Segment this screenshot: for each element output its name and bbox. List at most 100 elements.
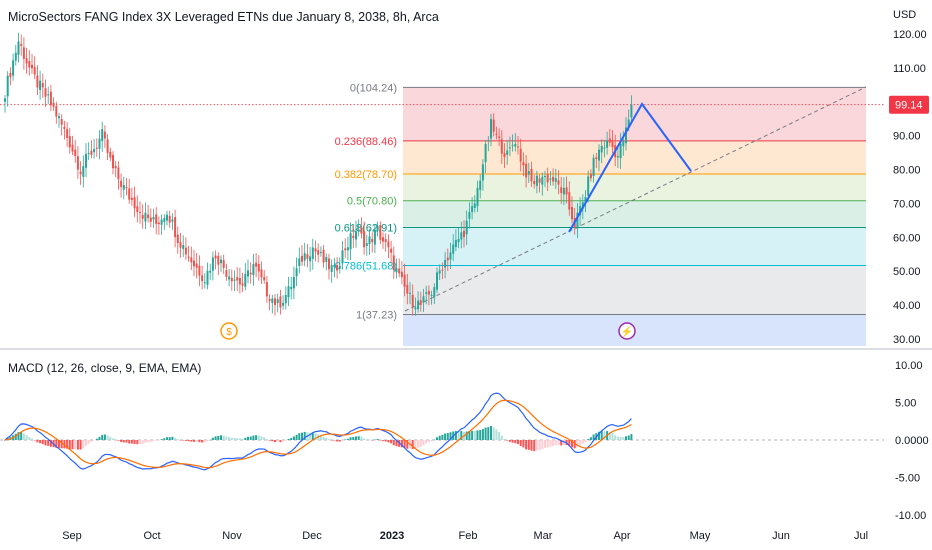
time-axis[interactable]: Sep Oct Nov Dec 2023 Feb Mar Apr May Jun Jul — [62, 530, 868, 542]
candle-body — [565, 187, 568, 195]
macd-axis[interactable]: 10.00 5.00 0.0000 -5.00 -10.00 — [895, 360, 929, 522]
macd-hist-bar — [298, 433, 301, 440]
candle-body — [417, 300, 420, 310]
macd-hist-bar — [144, 440, 147, 443]
macd-hist-bar — [538, 440, 541, 451]
macd-hist-bar — [193, 440, 195, 442]
projection-drawing[interactable] — [568, 102, 692, 233]
macd-hist-bar — [616, 436, 619, 440]
macd-hist-bar — [576, 440, 579, 448]
candle-body — [12, 60, 15, 76]
macd-hist-bar — [471, 430, 474, 440]
macd-hist-bar — [260, 436, 263, 440]
macd-hist-bar — [122, 440, 125, 443]
last-price-value: 99.14 — [895, 100, 923, 112]
macd-hist-bar — [562, 440, 565, 445]
candle-body — [176, 234, 179, 243]
candle-body — [530, 168, 533, 182]
macd-hist-bar — [490, 426, 492, 440]
macd-line — [4, 392, 632, 471]
macd-hist-bar — [392, 440, 395, 446]
macd-hist-bar — [436, 437, 438, 440]
dividend-marker[interactable]: $ — [220, 322, 238, 340]
candle-body — [41, 83, 44, 88]
macd-hist-bar — [82, 440, 85, 449]
candle-body — [36, 75, 39, 88]
macd-hist-bar — [503, 438, 506, 440]
candle-body — [433, 287, 436, 298]
fib-labels: 0(104.24) 0.236(88.46) 0.382(78.70) 0.5(70.… — [335, 82, 397, 321]
candle-body — [322, 249, 325, 263]
macd-hist-bar — [276, 440, 279, 442]
macd-hist-bar — [74, 440, 77, 450]
macd-hist-bar — [598, 431, 600, 440]
macd-hist-bar — [325, 437, 328, 440]
macd-hist-bar — [333, 440, 336, 441]
macd-hist-bar — [465, 431, 468, 440]
candle-body — [452, 244, 455, 254]
candle-body — [271, 298, 274, 303]
macd-hist-bar — [255, 435, 258, 440]
candle-body — [190, 257, 193, 263]
candle-body — [276, 299, 279, 303]
candle-body — [400, 271, 403, 278]
macd-tick-label: -10.00 — [895, 510, 926, 522]
price-axis[interactable]: USD 120.00110.00100.0090.0080.0070.0060.… — [889, 9, 929, 346]
macd-hist-bar — [373, 439, 376, 441]
candle-body — [333, 264, 336, 268]
macd-hist-bar — [411, 440, 414, 450]
candle-body — [568, 192, 571, 210]
macd-hist-bar — [230, 437, 233, 440]
macd-hist-bar — [168, 437, 171, 440]
macd-hist-bar — [554, 440, 557, 446]
macd-hist-bar — [379, 440, 382, 441]
candle-body — [120, 180, 123, 187]
macd-hist-bar — [98, 436, 101, 440]
macd-hist-bar — [495, 429, 498, 440]
candle-body — [338, 266, 341, 269]
macd-hist-bar — [352, 436, 355, 440]
candle-body — [325, 256, 328, 262]
trend-line[interactable] — [404, 86, 867, 312]
macd-hist-bar — [287, 438, 290, 440]
candle-body — [228, 276, 231, 280]
macd-hist-bar — [533, 440, 536, 452]
candle-body — [244, 273, 247, 287]
macd-hist-bar — [419, 440, 422, 447]
candle-body — [363, 230, 366, 248]
candle-body — [508, 147, 511, 149]
macd-hist-bar — [425, 440, 428, 444]
candle-body — [279, 296, 282, 308]
macd-hist-bar — [544, 440, 546, 449]
candle-body — [184, 247, 187, 255]
macd-hist-bar — [271, 440, 274, 442]
fib-level-label: 0.236(88.46) — [335, 136, 397, 148]
macd-hist-bar — [222, 435, 225, 440]
candle-body — [9, 73, 12, 78]
macd-hist-bar — [95, 438, 98, 440]
candle-body — [471, 206, 474, 212]
macd-hist-bar — [76, 440, 79, 450]
fib-lines — [403, 86, 866, 315]
candle-body — [390, 248, 393, 253]
candle-body — [355, 231, 357, 240]
candle-body — [630, 104, 633, 118]
candle-body — [600, 145, 603, 153]
candle-body — [449, 252, 452, 260]
candle-body — [85, 153, 87, 168]
candle-body — [211, 257, 214, 271]
earnings-marker[interactable]: ⚡ — [618, 322, 636, 340]
macd-hist-bar — [184, 440, 187, 441]
macd-hist-bar — [4, 440, 6, 441]
macd-hist-bar — [236, 438, 239, 440]
macd-hist-bar — [103, 434, 106, 440]
macd-hist-bar — [441, 434, 444, 440]
price-tick-label: 80.00 — [893, 165, 921, 177]
macd-hist-bar — [525, 440, 528, 450]
candle-body — [71, 144, 74, 152]
candle-body — [519, 148, 522, 162]
macd-hist-bar — [241, 438, 244, 440]
candle-body — [268, 299, 271, 301]
macd-hist-bar — [484, 427, 487, 440]
